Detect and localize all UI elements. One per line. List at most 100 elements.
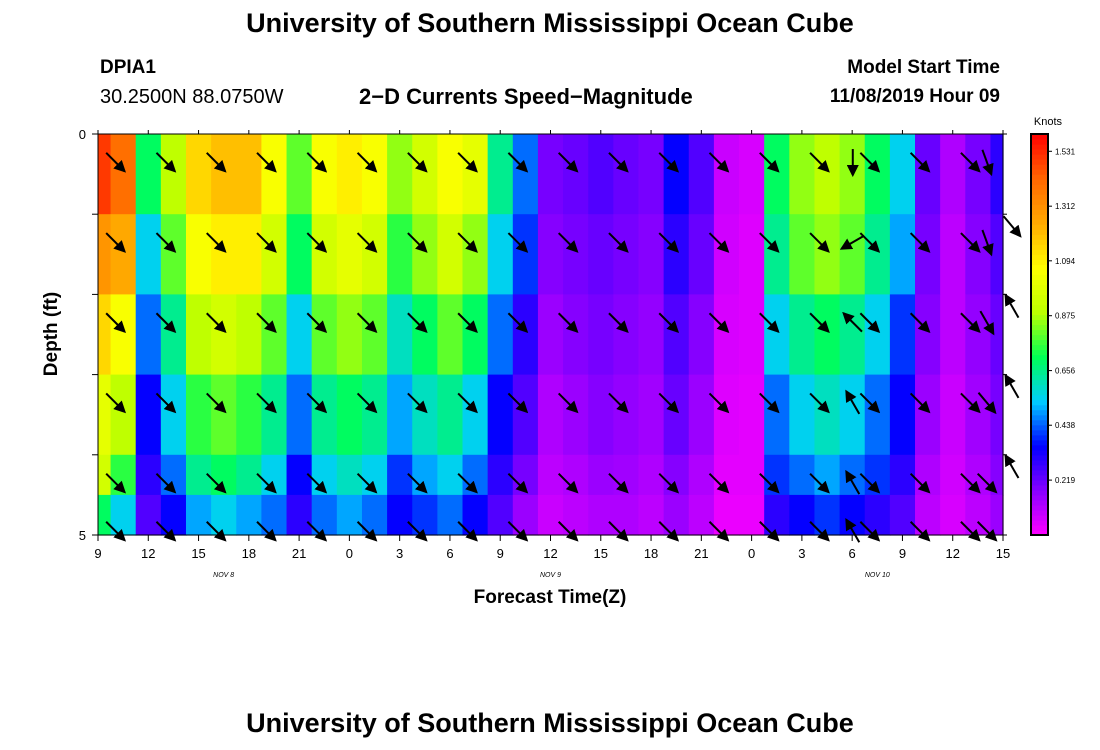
current-arrow <box>960 392 981 414</box>
current-arrow <box>759 312 780 334</box>
current-arrow <box>976 472 998 494</box>
colorbar-segment <box>1031 414 1048 421</box>
heatmap-cell <box>311 454 338 496</box>
x-tick-label: 0 <box>346 546 353 561</box>
heatmap-cell <box>286 214 313 295</box>
current-arrow <box>608 312 629 334</box>
colorbar-segment <box>1031 394 1048 401</box>
heatmap-cell <box>563 214 589 295</box>
colorbar-segment <box>1031 504 1048 511</box>
heatmap-cell <box>185 494 212 536</box>
heatmap-cell <box>236 494 263 536</box>
current-arrow <box>557 152 579 173</box>
current-arrow <box>356 312 378 334</box>
colorbar-segment <box>1031 264 1048 270</box>
heatmap-cell <box>160 494 187 536</box>
heatmap-cell <box>286 134 313 215</box>
heatmap-cell <box>889 494 916 536</box>
heatmap-cell <box>98 214 112 295</box>
colorbar-tick-label: 1.312 <box>1055 202 1076 211</box>
colorbar-segment <box>1031 334 1048 341</box>
heatmap-cell <box>412 294 438 376</box>
colorbar-segment <box>1031 374 1048 381</box>
colorbar-segment <box>1031 419 1048 426</box>
heatmap-cell <box>211 494 237 536</box>
current-arrow <box>306 392 328 414</box>
colorbar-segment <box>1031 244 1048 250</box>
colorbar-segment <box>1031 524 1048 531</box>
current-arrow <box>306 312 328 334</box>
station-coordinates: 30.2500N 88.0750W <box>100 86 284 108</box>
current-arrow <box>457 392 478 414</box>
heatmap-cell <box>739 134 765 215</box>
current-arrow <box>155 392 177 414</box>
x-axis-title: Forecast Time(Z) <box>474 587 627 608</box>
colorbar-segment <box>1031 219 1048 225</box>
heatmap-cell <box>864 214 891 295</box>
x-tick-label: 0 <box>748 546 755 561</box>
heatmap-cell <box>110 134 137 215</box>
heatmap-cell <box>160 214 187 295</box>
colorbar-legend: Knots 1.531 1.312 1.094 0.875 0.656 0.438 0.21… <box>1030 116 1076 536</box>
current-arrow <box>658 152 680 173</box>
colorbar-segment <box>1031 479 1048 486</box>
date-label: NOV 8 <box>213 572 234 579</box>
current-arrow <box>909 312 931 334</box>
heatmap-cell <box>361 294 388 376</box>
heatmap-cell <box>537 294 564 376</box>
x-axis: 9 12 15 18 21 0 3 6 9 12 15 18 21 0 3 6 9 12 15 NOV 8 NOV 9 N… <box>94 130 1010 579</box>
colorbar-segment <box>1031 314 1048 321</box>
current-arrow <box>306 152 328 173</box>
colorbar-segment <box>1031 149 1048 155</box>
current-arrow <box>407 521 428 542</box>
colorbar-segment <box>1031 279 1048 285</box>
heatmap-cell <box>864 374 891 456</box>
heatmap-cell <box>563 454 589 496</box>
heatmap-cell <box>965 214 992 295</box>
heatmap-cell <box>663 134 690 215</box>
chart-subtitle: 2−D Currents Speed−Magnitude <box>359 84 693 109</box>
current-arrow <box>708 521 730 542</box>
heatmap-cell <box>412 374 438 456</box>
heatmap-cell <box>588 134 614 215</box>
colorbar-tick-label: 0.656 <box>1055 367 1076 376</box>
heatmap-cell <box>487 134 514 215</box>
heatmap-cell <box>261 294 288 376</box>
colorbar-segment <box>1031 154 1048 160</box>
heatmap-cell <box>537 214 564 295</box>
heatmap-cells <box>98 134 1004 536</box>
colorbar-segment <box>1031 474 1048 481</box>
current-arrow <box>105 392 126 414</box>
heatmap-cell <box>789 134 816 215</box>
colorbar-segment <box>1031 179 1048 185</box>
current-arrow <box>809 232 830 253</box>
current-arrow <box>356 521 378 542</box>
x-tick-label: 15 <box>191 546 205 561</box>
colorbar-segment <box>1031 469 1048 476</box>
colorbar-tick-label: 0.438 <box>1055 421 1076 430</box>
heatmap-cell <box>688 294 715 376</box>
heatmap-cell <box>864 294 891 376</box>
current-arrow <box>507 232 529 253</box>
colorbar-segment <box>1031 499 1048 506</box>
current-arrow <box>759 392 780 414</box>
heatmap-cell <box>814 294 841 376</box>
current-arrow <box>256 312 277 334</box>
colorbar-segment <box>1031 209 1048 215</box>
current-arrow <box>839 234 865 250</box>
current-arrow <box>155 472 177 494</box>
colorbar-segment <box>1031 454 1048 461</box>
model-start-value: 11/08/2019 Hour 09 <box>829 86 1000 107</box>
colorbar-segment <box>1031 389 1048 396</box>
current-arrow <box>608 521 629 542</box>
current-arrow <box>557 232 579 253</box>
heatmap-cell <box>437 294 464 376</box>
current-arrow <box>608 232 629 253</box>
colorbar-segment <box>1031 234 1048 240</box>
current-arrow <box>1002 215 1022 238</box>
heatmap-cell <box>387 214 413 295</box>
heatmap-cell <box>160 374 187 456</box>
heatmap-cell <box>613 454 640 496</box>
heatmap-cell <box>688 494 715 536</box>
heatmap-cell <box>98 294 112 376</box>
